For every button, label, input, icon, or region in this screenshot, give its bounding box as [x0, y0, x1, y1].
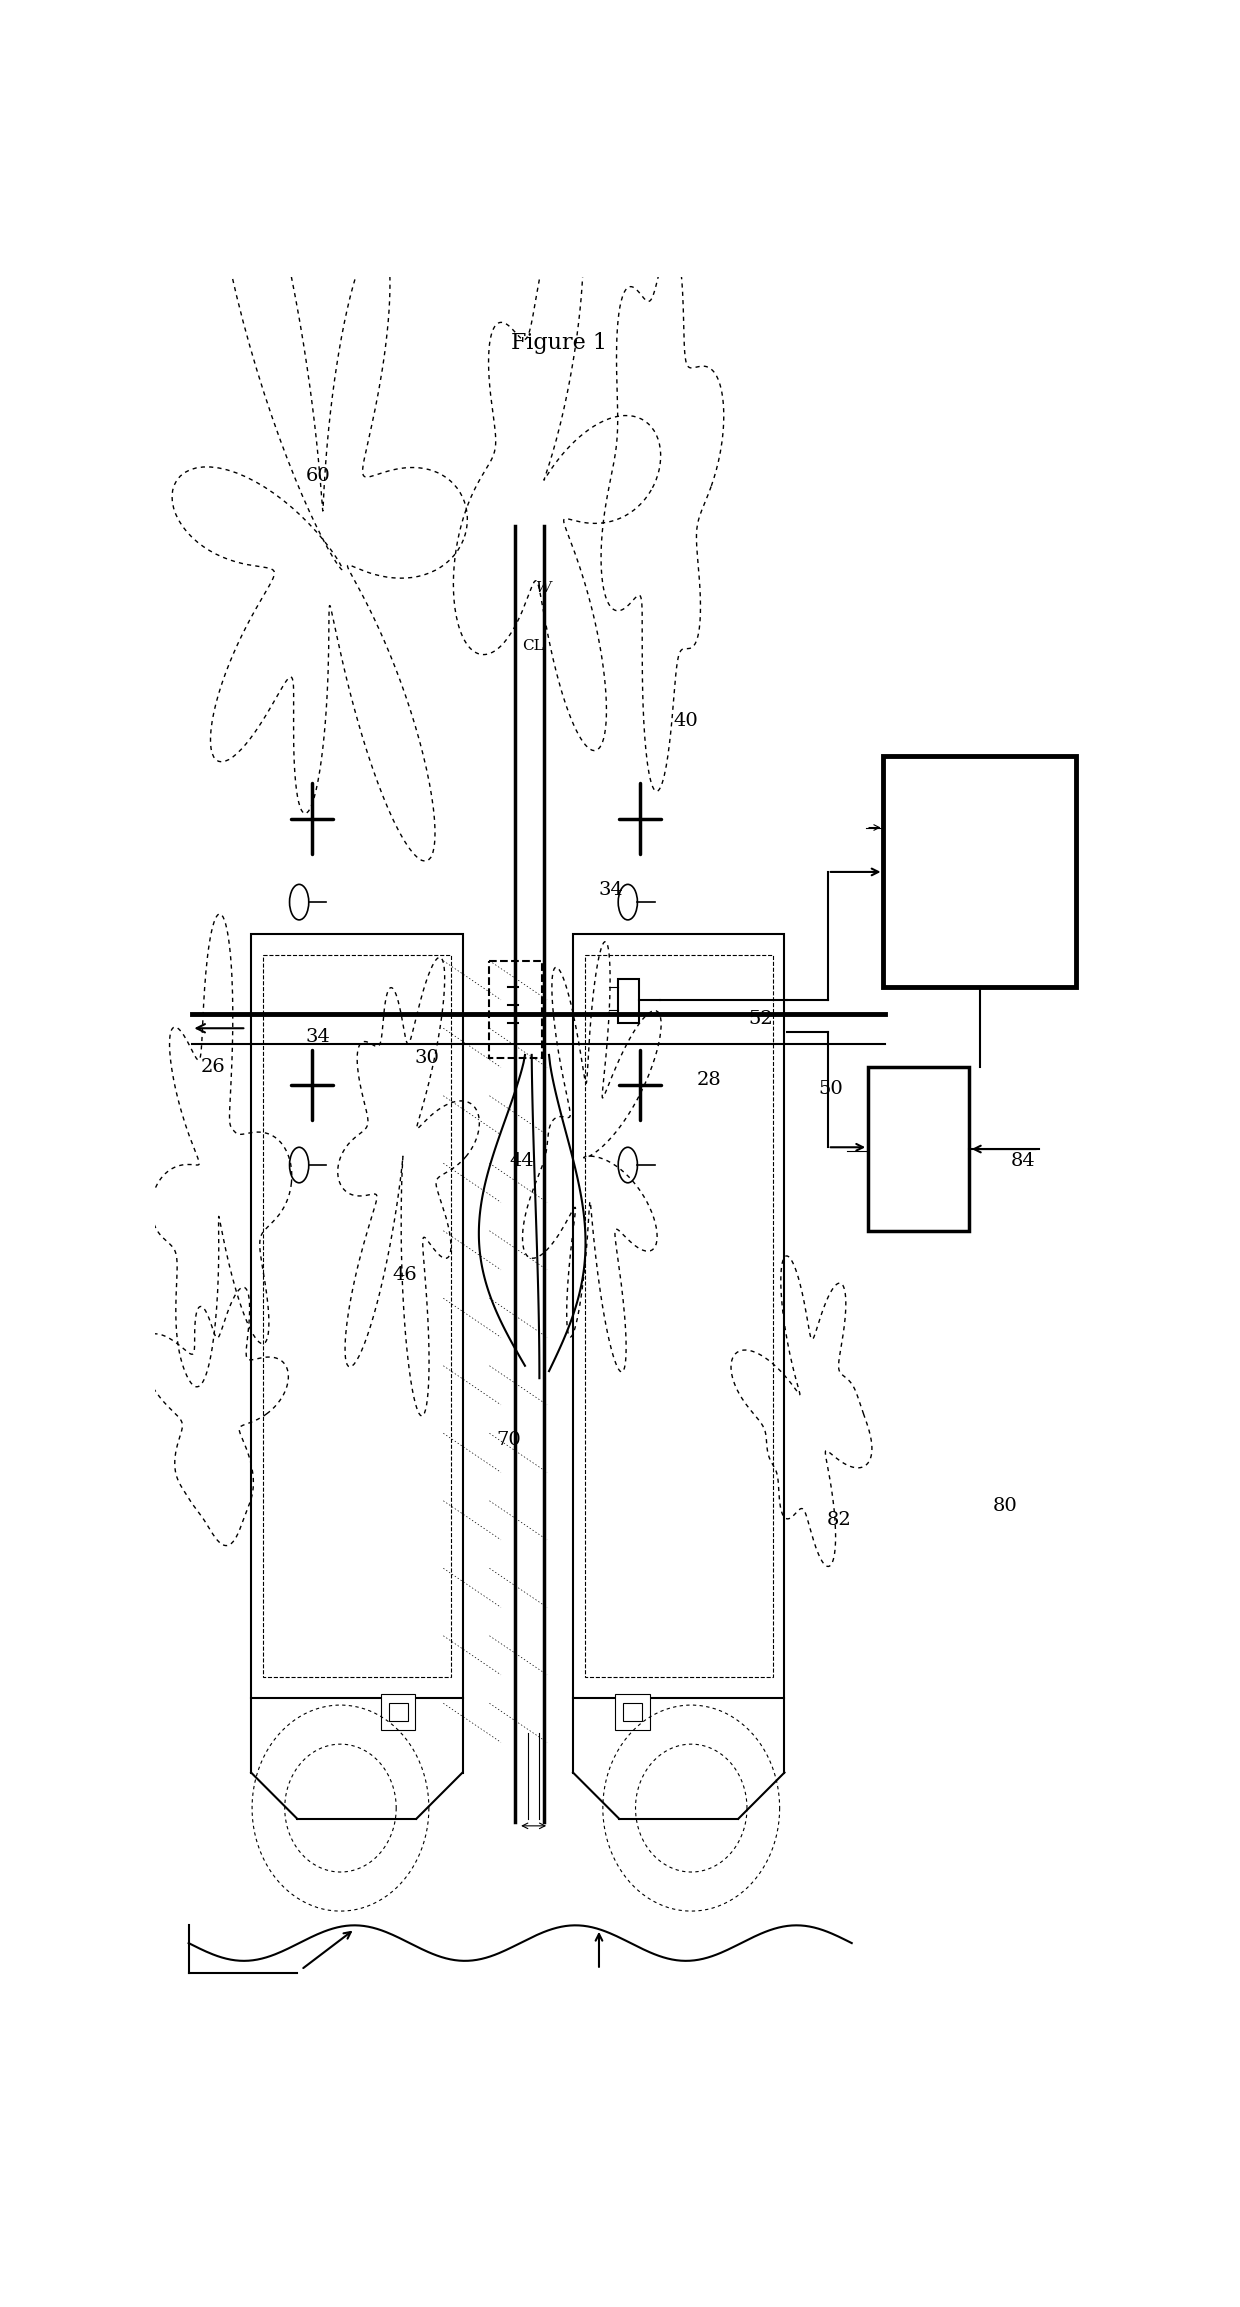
Text: 80: 80 — [993, 1497, 1018, 1516]
Text: 40: 40 — [673, 713, 698, 729]
Bar — [250, 934, 463, 1698]
Bar — [619, 978, 640, 1022]
Text: CL: CL — [522, 639, 543, 653]
Text: 70: 70 — [496, 1430, 521, 1449]
Text: Figure 1: Figure 1 — [511, 332, 606, 353]
Text: W: W — [537, 581, 552, 595]
Bar — [263, 955, 451, 1677]
Bar — [381, 1693, 415, 1730]
Text: 26: 26 — [201, 1059, 224, 1077]
Text: 34: 34 — [306, 1029, 331, 1045]
Bar — [883, 757, 1075, 987]
Text: 30: 30 — [414, 1050, 439, 1068]
Bar — [490, 960, 542, 1059]
Text: 52: 52 — [748, 1010, 773, 1029]
Text: 28: 28 — [697, 1070, 722, 1089]
Bar — [868, 1068, 968, 1230]
Text: 34: 34 — [598, 881, 622, 900]
Text: 84: 84 — [1011, 1154, 1035, 1170]
Bar — [584, 955, 773, 1677]
Text: 44: 44 — [510, 1154, 534, 1170]
Text: 50: 50 — [818, 1080, 843, 1098]
Text: 82: 82 — [827, 1511, 852, 1530]
Bar — [573, 934, 785, 1698]
Bar — [388, 1703, 408, 1721]
Text: 60: 60 — [306, 466, 331, 484]
Bar — [622, 1703, 642, 1721]
Bar — [615, 1693, 650, 1730]
Text: 46: 46 — [393, 1267, 417, 1285]
